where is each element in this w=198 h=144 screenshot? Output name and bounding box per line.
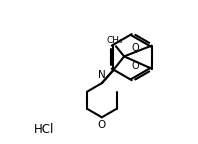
Text: O: O: [98, 120, 106, 130]
Text: O: O: [131, 61, 139, 71]
Text: O: O: [131, 43, 139, 53]
Text: HCl: HCl: [33, 123, 54, 136]
Text: CH₃: CH₃: [107, 36, 124, 44]
Text: N: N: [98, 70, 106, 80]
